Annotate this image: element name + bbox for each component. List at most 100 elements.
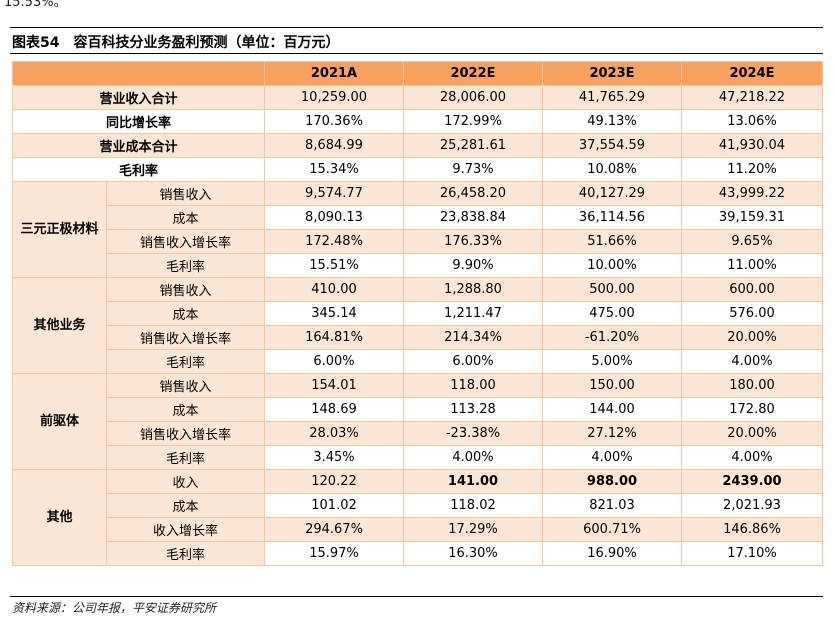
value-cell: 10,259.00 [264, 85, 404, 110]
group-row: 毛利率 15.51% 9.90% 10.00% 11.00% [13, 253, 823, 278]
value-cell: 16.90% [542, 541, 682, 566]
value-cell: 28.03% [264, 421, 404, 446]
group-row: 其他 收入 120.22 141.00 988.00 2439.00 [12, 469, 823, 566]
value-cell: 40,127.29 [542, 181, 682, 206]
group-row: 前驱体 销售收入 154.01 118.00 150.00 180.00 [12, 373, 823, 470]
group-row: 三元正极材料 销售收入 9,574.77 26,458.20 40,127.29… [12, 181, 823, 278]
row-label: 成本 [106, 301, 265, 326]
row-label: 成本 [106, 493, 265, 518]
row-label: 收入 [106, 469, 265, 494]
value-cell: 9.73% [403, 157, 543, 182]
value-cell: 164.81% [264, 325, 404, 350]
value-cell: 49.13% [542, 109, 682, 134]
value-cell: 600.00 [681, 277, 823, 302]
value-cell: 600.71% [542, 517, 682, 542]
source-rule [10, 596, 823, 597]
value-cell: 120.22 [264, 469, 404, 494]
value-cell: 10.08% [542, 157, 682, 182]
value-cell: 410.00 [264, 277, 404, 302]
header-2023e: 2023E [542, 61, 682, 86]
value-cell: 39,159.31 [681, 205, 823, 230]
group-row: 毛利率 3.45% 4.00% 4.00% 4.00% [13, 445, 823, 470]
row-label: 同比增长率 [12, 109, 265, 134]
row-label: 营业收入合计 [12, 85, 265, 110]
value-cell: 10.00% [542, 253, 682, 278]
value-cell: 43,999.22 [681, 181, 823, 206]
value-cell: 8,684.99 [264, 133, 404, 158]
value-cell: 500.00 [542, 277, 682, 302]
header-corner-cell [12, 61, 265, 86]
header-2021a: 2021A [264, 61, 404, 86]
group-row: 销售收入增长率 28.03% -23.38% 27.12% 20.00% [13, 421, 823, 446]
value-cell: 172.48% [264, 229, 404, 254]
value-cell: 20.00% [681, 325, 823, 350]
value-cell: 26,458.20 [403, 181, 543, 206]
value-cell: 118.02 [403, 493, 543, 518]
summary-row-yoy-growth: 同比增长率 170.36% 172.99% 49.13% 13.06% [12, 109, 823, 134]
group-label-cathode: 三元正极材料 [12, 181, 107, 278]
value-cell: 17.10% [681, 541, 823, 566]
value-cell: -61.20% [542, 325, 682, 350]
group-label-other: 其他 [12, 469, 107, 566]
value-cell: 2,021.93 [681, 493, 823, 518]
value-cell: 113.28 [403, 397, 543, 422]
value-cell: 20.00% [681, 421, 823, 446]
value-cell: -23.38% [403, 421, 543, 446]
value-cell: 5.00% [542, 349, 682, 374]
profit-forecast-table: 2021A 2022E 2023E 2024E 营业收入合计 10,259.00… [12, 61, 823, 566]
row-label: 毛利率 [106, 541, 265, 566]
group-row: 销售收入增长率 172.48% 176.33% 51.66% 9.65% [13, 229, 823, 254]
value-cell: 170.36% [264, 109, 404, 134]
header-2024e: 2024E [681, 61, 823, 86]
value-cell: 15.51% [264, 253, 404, 278]
value-cell: 180.00 [681, 373, 823, 398]
value-cell: 1,211.47 [403, 301, 543, 326]
row-label: 销售收入增长率 [106, 421, 265, 446]
row-label: 毛利率 [12, 157, 265, 182]
row-label: 销售收入 [106, 181, 265, 206]
title-bottom-rule [10, 53, 823, 54]
table-body: 2021A 2022E 2023E 2024E 营业收入合计 10,259.00… [12, 61, 823, 566]
group-label-other-business: 其他业务 [12, 277, 107, 374]
value-cell: 47,218.22 [681, 85, 823, 110]
value-cell: 6.00% [264, 349, 404, 374]
value-cell: 15.34% [264, 157, 404, 182]
value-cell: 172.80 [681, 397, 823, 422]
row-label: 成本 [106, 397, 265, 422]
previous-paragraph-fragment: 15.53%。 [4, 0, 67, 10]
row-label: 销售收入 [106, 373, 265, 398]
value-cell: 41,930.04 [681, 133, 823, 158]
value-cell: 36,114.56 [542, 205, 682, 230]
row-label: 收入增长率 [106, 517, 265, 542]
value-cell: 146.86% [681, 517, 823, 542]
value-cell: 141.00 [403, 469, 543, 494]
title-top-rule [10, 27, 823, 28]
value-cell: 25,281.61 [403, 133, 543, 158]
row-label: 销售收入增长率 [106, 229, 265, 254]
value-cell: 1,288.80 [403, 277, 543, 302]
group-row: 毛利率 15.97% 16.30% 16.90% 17.10% [13, 541, 823, 566]
value-cell: 9.90% [403, 253, 543, 278]
value-cell: 154.01 [264, 373, 404, 398]
group-row: 其他业务 销售收入 410.00 1,288.80 500.00 600.00 [12, 277, 823, 374]
value-cell: 9,574.77 [264, 181, 404, 206]
group-row: 销售收入增长率 164.81% 214.34% -61.20% 20.00% [13, 325, 823, 350]
value-cell: 176.33% [403, 229, 543, 254]
value-cell: 27.12% [542, 421, 682, 446]
summary-row-gross-margin: 毛利率 15.34% 9.73% 10.08% 11.20% [12, 157, 823, 182]
row-label: 营业成本合计 [12, 133, 265, 158]
source-note: 资料来源：公司年报，平安证券研究所 [12, 601, 217, 615]
value-cell: 6.00% [403, 349, 543, 374]
value-cell: 4.00% [403, 445, 543, 470]
value-cell: 16.30% [403, 541, 543, 566]
value-cell: 118.00 [403, 373, 543, 398]
row-label: 毛利率 [106, 349, 265, 374]
value-cell: 148.69 [264, 397, 404, 422]
summary-row-cost-total: 营业成本合计 8,684.99 25,281.61 37,554.59 41,9… [12, 133, 823, 158]
value-cell: 101.02 [264, 493, 404, 518]
value-cell: 3.45% [264, 445, 404, 470]
value-cell: 172.99% [403, 109, 543, 134]
group-row: 收入增长率 294.67% 17.29% 600.71% 146.86% [13, 517, 823, 542]
table-title: 图表54 容百科技分业务盈利预测（单位：百万元） [12, 35, 340, 51]
group-row: 成本 8,090.13 23,838.84 36,114.56 39,159.3… [13, 205, 823, 230]
